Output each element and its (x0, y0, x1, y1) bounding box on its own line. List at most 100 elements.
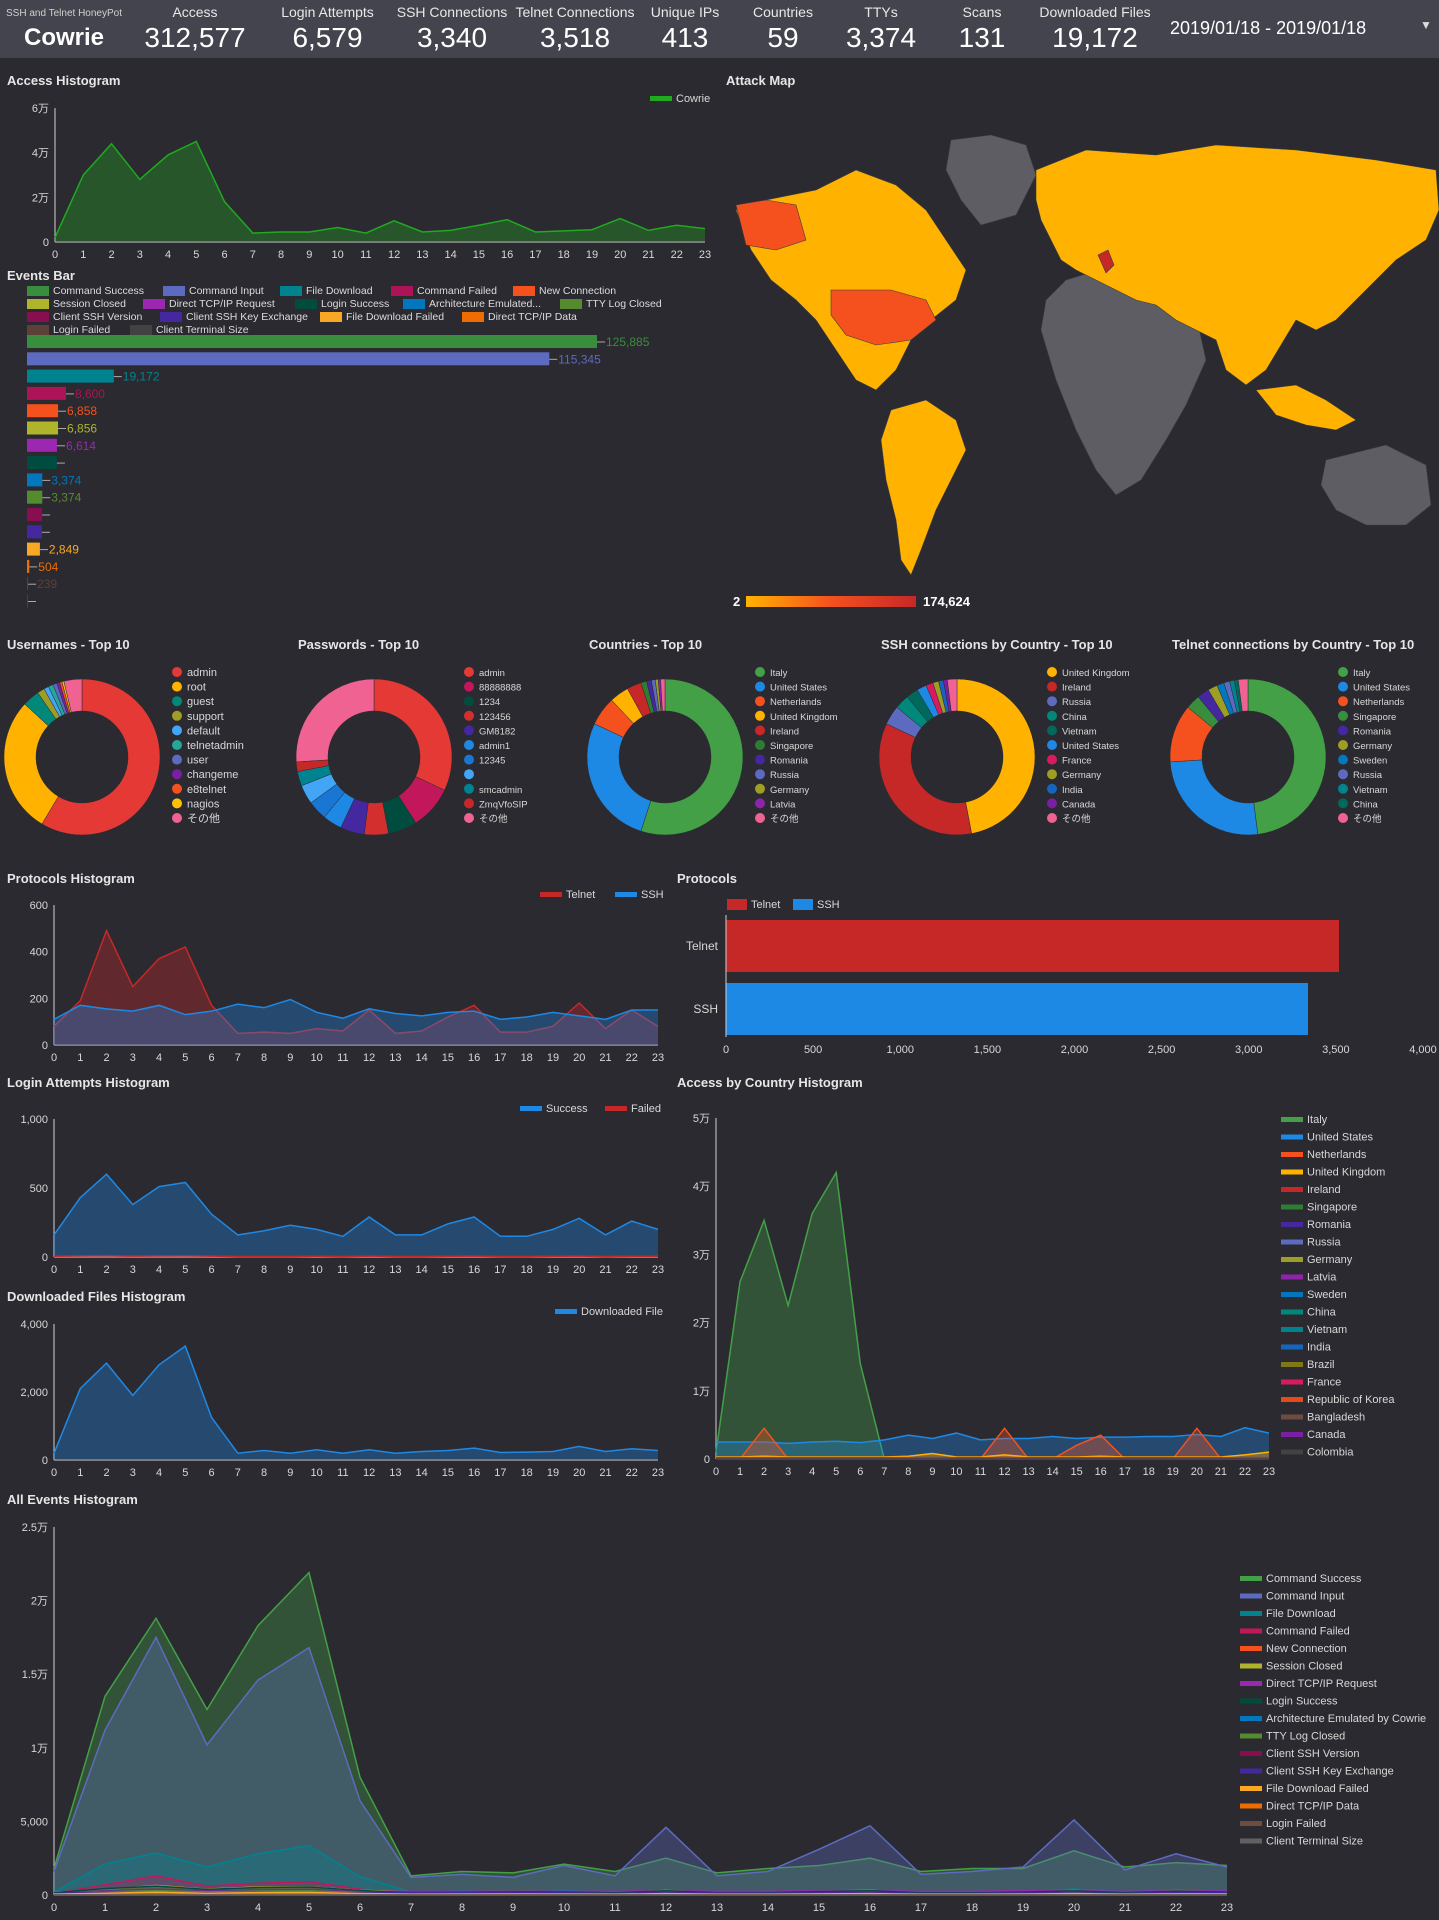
legend-label: File Download (1266, 1608, 1336, 1620)
events-legend-item[interactable]: Direct TCP/IP Request (143, 298, 275, 310)
event-bar-value: 6,856 (67, 422, 97, 436)
protocols-title: Protocols (677, 871, 737, 886)
x-tick-label: 17 (529, 249, 541, 261)
legend-label: e8telnet (187, 784, 226, 796)
legend-dot (1047, 725, 1057, 736)
event-bar-value: 2,849 (49, 543, 79, 557)
x-tick-label: 20 (1068, 1902, 1080, 1914)
event-bar-value: 504 (38, 560, 58, 574)
series-line-0 (53, 1344, 659, 1454)
events-legend-item[interactable]: Client SSH Version (27, 311, 142, 323)
legend-label: telnetadmin (187, 740, 244, 752)
y-tick-label: 500 (30, 1183, 48, 1195)
x-tick-label: 8 (459, 1902, 465, 1914)
legend-dot (1047, 696, 1057, 707)
events-legend-item[interactable]: Command Success (27, 285, 144, 297)
legend-swatch (27, 325, 49, 336)
event-bar-value: 8,600 (75, 387, 105, 401)
events-legend-item[interactable]: Login Success (295, 298, 389, 310)
legend-label: admin1 (479, 741, 510, 752)
metric-value: 19,172 (1052, 22, 1138, 53)
y-tick-label: 1.5万 (22, 1669, 48, 1681)
legend-swatch (27, 286, 49, 297)
x-tick-label: 3 (204, 1902, 210, 1914)
legend-label: Login Failed (1266, 1818, 1326, 1830)
x-tick-label: 19 (547, 1264, 559, 1276)
events-legend-item[interactable]: Session Closed (27, 298, 126, 310)
y-tick-label: 2万 (32, 192, 49, 204)
events-legend-item[interactable]: New Connection (513, 285, 616, 297)
date-range-picker[interactable]: 2019/01/18 - 2019/01/18 (1170, 18, 1367, 38)
events-legend-item[interactable]: Client Terminal Size (130, 324, 249, 336)
y-tick-label: 5万 (693, 1113, 710, 1125)
event-bar (27, 473, 43, 487)
event-bar (27, 508, 43, 521)
events-legend-item[interactable]: Architecture Emulated... (403, 298, 541, 310)
events-legend-item[interactable]: Command Input (163, 285, 264, 297)
legend-dot (1338, 696, 1348, 707)
legend-label: 12345 (479, 756, 505, 767)
x-tick-label: 21 (642, 249, 654, 261)
legend-swatch (1281, 1187, 1303, 1192)
south-america (880, 399, 967, 576)
y-tick-label: 0 (43, 237, 49, 249)
legend-dot (464, 667, 474, 677)
donut-slice (640, 678, 744, 836)
legend-dot (755, 754, 765, 765)
events-legend-item[interactable]: Direct TCP/IP Data (462, 311, 577, 323)
legend-dot (464, 813, 474, 823)
legend-dot (1338, 740, 1348, 750)
x-tick-label: 10 (310, 1052, 322, 1064)
metric-ttys: TTYs 3,374 (836, 4, 926, 54)
x-tick-label: 23 (1221, 1902, 1233, 1914)
x-tick-label: 12 (998, 1466, 1010, 1478)
attack-map[interactable] (735, 130, 1439, 585)
chevron-down-icon[interactable]: ▼ (1420, 18, 1432, 32)
legend-label: default (187, 725, 220, 737)
legend-dot (1338, 725, 1348, 736)
x-tick-label: 18 (521, 1467, 533, 1479)
x-tick-label: 19 (1017, 1902, 1029, 1914)
x-tick-label: 17 (915, 1902, 927, 1914)
brand-subtitle: SSH and Telnet HoneyPot (6, 8, 123, 19)
x-tick-label: 18 (966, 1902, 978, 1914)
events-legend-item[interactable]: File Download Failed (320, 311, 444, 323)
x-tick-label: 11 (337, 1264, 348, 1276)
x-tick-label: 10 (331, 249, 343, 261)
legend-dot (172, 813, 182, 823)
legend-dot (755, 725, 765, 736)
legend-dot (1047, 681, 1057, 692)
metric-label: Access (172, 4, 218, 20)
legend-label: その他 (770, 813, 799, 825)
events-legend-item[interactable]: Client SSH Key Exchange (160, 311, 308, 323)
legend-swatch (1281, 1414, 1303, 1420)
legend-swatch (1281, 1327, 1303, 1332)
x-tick-label: 3 (130, 1052, 136, 1064)
metric-value: 6,579 (292, 22, 363, 53)
legend-swatch (1281, 1134, 1303, 1140)
legend-label: Latvia (770, 799, 796, 810)
legend-swatch (1281, 1397, 1303, 1402)
y-tick-label: 200 (30, 993, 48, 1005)
legend-swatch (650, 96, 672, 101)
countries-donut: Italy United States Netherlands United King… (586, 667, 838, 836)
legend-swatch (1281, 1309, 1303, 1315)
x-tick-label: 19 (1167, 1466, 1179, 1478)
y-tick-label: 2,000 (20, 1387, 48, 1399)
x-tick-label: 9 (287, 1467, 293, 1479)
legend-dot (1047, 769, 1057, 780)
x-tick-label: 2 (153, 1902, 159, 1914)
legend-label: TTY Log Closed (1266, 1731, 1345, 1743)
x-tick-label: 14 (1046, 1466, 1058, 1478)
events-legend-item[interactable]: File Download (280, 285, 373, 297)
events-legend-item[interactable]: TTY Log Closed (560, 298, 662, 310)
event-bar-value: 115,345 (558, 352, 601, 366)
legend-dot (464, 740, 474, 750)
events-bar-title: Events Bar (7, 268, 75, 283)
events-legend-item[interactable]: Login Failed (27, 324, 110, 336)
brand-title[interactable]: Cowrie (24, 24, 105, 51)
events-legend-item[interactable]: Command Failed (391, 285, 497, 297)
x-tick-label: 21 (1215, 1466, 1227, 1478)
legend-label: Romania (770, 756, 809, 767)
